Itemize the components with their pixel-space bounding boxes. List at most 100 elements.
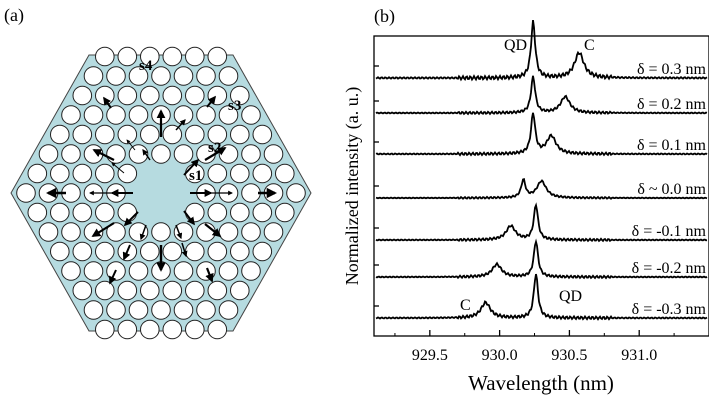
air-hole	[196, 105, 216, 125]
air-hole	[117, 280, 138, 301]
air-hole	[241, 105, 261, 125]
air-hole	[241, 222, 261, 242]
air-hole	[218, 144, 239, 164]
y-axis-label: Normalized intensity (a. u.)	[342, 87, 363, 285]
x-axis-ticks: 929.5 930.0 930.5 931.0	[394, 330, 675, 364]
air-hole	[106, 222, 126, 242]
air-hole	[207, 241, 228, 262]
air-hole	[230, 202, 250, 223]
displacement-arrow	[204, 147, 227, 161]
x-tick-label: 930.5	[551, 347, 587, 364]
air-hole	[61, 222, 81, 242]
air-hole	[230, 241, 250, 262]
air-hole	[140, 46, 160, 67]
air-hole	[128, 105, 149, 125]
air-hole	[95, 241, 115, 262]
air-hole	[162, 241, 183, 262]
shift-label-s3: s3	[228, 98, 241, 114]
displacement-arrow	[183, 158, 200, 176]
air-hole	[241, 144, 261, 164]
qd-label-top: QD	[504, 37, 527, 54]
panel-b-label: (b)	[374, 6, 395, 27]
series-label: δ = 0.3 nm	[637, 61, 707, 78]
displacement-arrow	[181, 242, 188, 258]
air-hole	[140, 85, 160, 106]
air-hole	[128, 66, 149, 86]
air-hole	[185, 46, 205, 67]
air-hole	[72, 85, 93, 106]
air-hole	[95, 280, 115, 301]
panel-a-label: (a)	[4, 5, 24, 26]
y-axis-ticks	[374, 65, 379, 307]
displacement-arrow	[91, 222, 115, 237]
air-hole	[106, 105, 126, 125]
air-hole	[140, 280, 160, 301]
air-hole	[83, 300, 104, 320]
air-hole	[230, 280, 250, 301]
displacement-arrow	[126, 139, 136, 151]
air-hole	[72, 124, 93, 145]
air-hole	[50, 241, 70, 262]
air-hole	[50, 202, 70, 223]
air-hole	[252, 202, 273, 223]
air-hole	[185, 319, 205, 340]
air-hole	[218, 261, 239, 281]
air-hole	[95, 163, 115, 184]
shift-label-s4: s4	[139, 58, 153, 74]
air-hole	[207, 124, 228, 145]
air-hole	[162, 85, 183, 106]
air-hole	[207, 280, 228, 301]
air-hole	[151, 222, 171, 242]
air-hole	[128, 261, 149, 281]
spectrum-line	[375, 75, 708, 116]
air-hole	[83, 66, 104, 86]
series-label: δ = -0.3 nm	[632, 301, 707, 318]
air-hole	[185, 241, 205, 262]
panel-a: (a) s4 s3 s2 s1	[4, 5, 312, 340]
shift-label-s2: s2	[208, 140, 221, 156]
air-hole	[117, 163, 138, 184]
displacement-arrow	[111, 162, 125, 174]
air-hole	[72, 280, 93, 301]
series-label: δ = -0.2 nm	[632, 260, 707, 277]
photonic-crystal-hexagon	[10, 54, 312, 332]
air-hole	[173, 144, 194, 164]
air-hole	[151, 66, 171, 86]
air-hole	[207, 163, 228, 184]
displacement-arrow	[204, 223, 222, 238]
air-hole	[38, 222, 59, 242]
air-hole	[252, 124, 273, 145]
displacement-arrow	[109, 269, 117, 285]
air-hole	[275, 202, 295, 223]
air-hole	[196, 261, 216, 281]
displacement-arrow	[205, 267, 214, 283]
series-label: δ = 0.2 nm	[637, 96, 707, 113]
spectrum-line	[375, 273, 708, 321]
air-hole	[275, 163, 295, 184]
air-hole	[218, 300, 239, 320]
air-hole	[106, 300, 126, 320]
air-hole	[218, 105, 239, 125]
air-hole	[151, 144, 171, 164]
displacement-arrow	[183, 210, 195, 226]
shift-label-s1: s1	[189, 168, 202, 184]
spectrum-line	[375, 19, 708, 82]
air-hole	[173, 300, 194, 320]
displacement-arrow	[103, 96, 112, 109]
air-hole	[162, 46, 183, 67]
air-hole	[50, 124, 70, 145]
air-hole	[263, 144, 284, 164]
air-hole	[173, 261, 194, 281]
air-hole	[117, 85, 138, 106]
air-hole	[117, 46, 138, 67]
displacement-arrow	[175, 119, 186, 131]
air-hole	[162, 319, 183, 340]
air-hole	[241, 261, 261, 281]
series-labels: δ = 0.3 nm δ = 0.2 nm δ = 0.1 nm δ ~ 0.0 nm…	[632, 61, 707, 318]
spectrum-line	[375, 238, 708, 280]
air-hole	[218, 66, 239, 86]
air-hole	[230, 124, 250, 145]
air-hole	[140, 319, 160, 340]
air-hole	[185, 280, 205, 301]
